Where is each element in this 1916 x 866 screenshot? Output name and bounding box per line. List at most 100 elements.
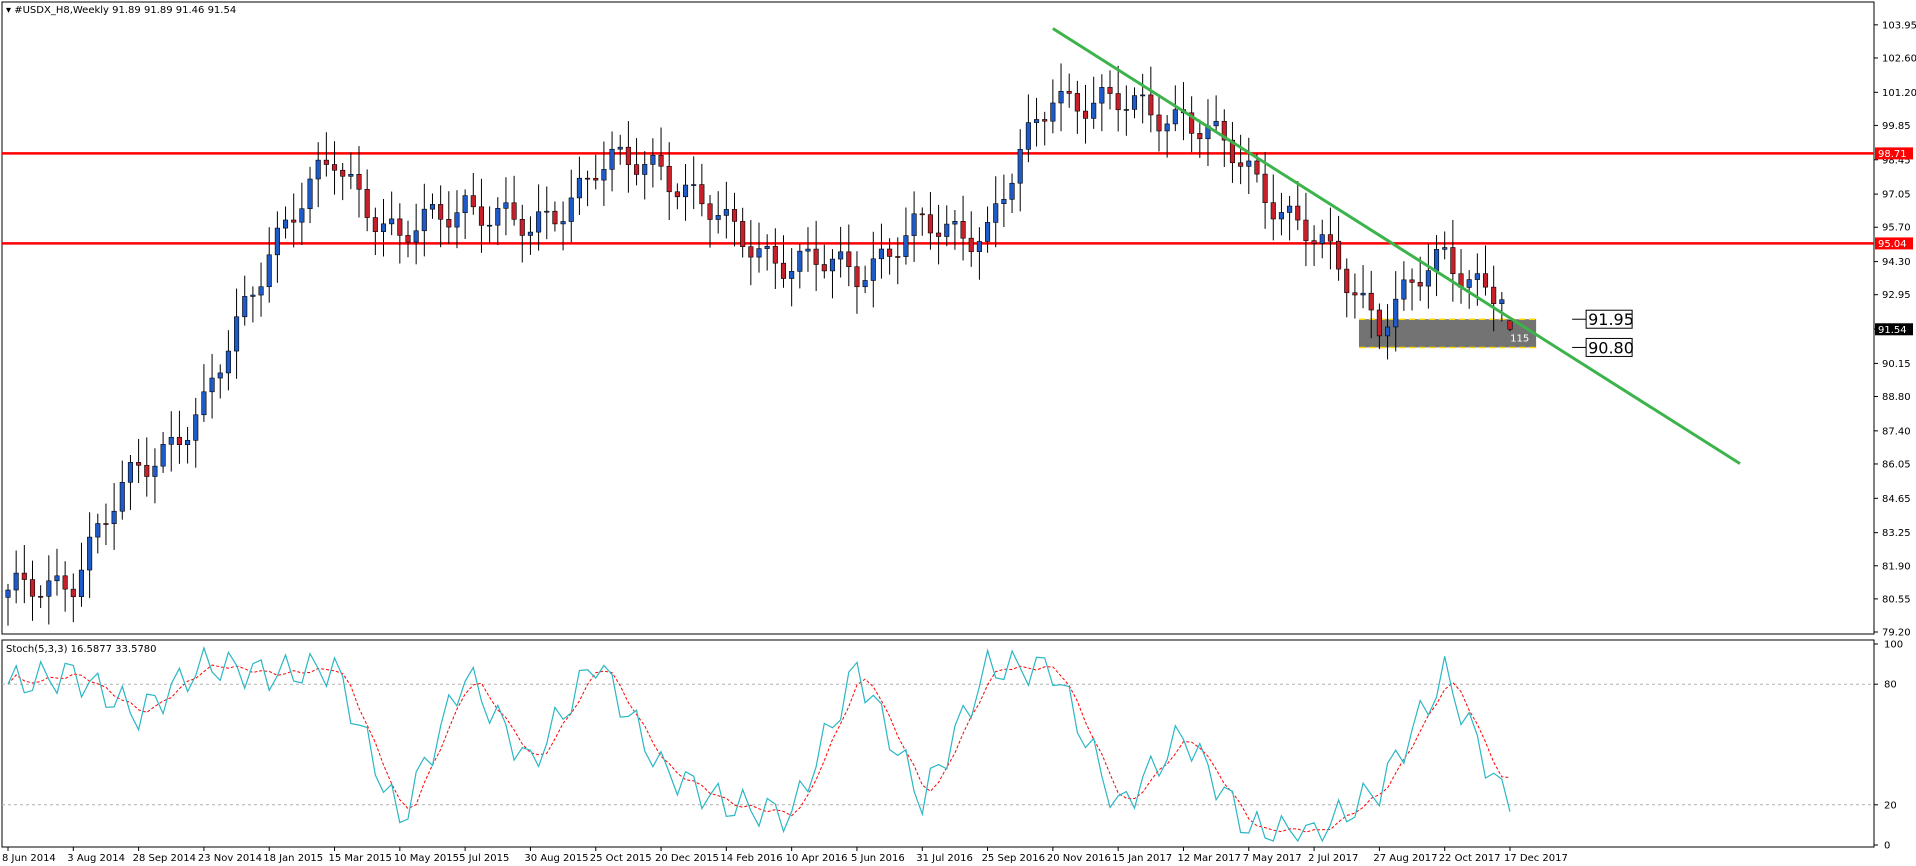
candle <box>1156 94 1162 152</box>
candle-body <box>666 165 672 193</box>
candle <box>168 411 174 472</box>
stoch-tick-label: 0 <box>1884 841 1890 852</box>
last-price-tag <box>1875 323 1913 336</box>
candle-body <box>78 569 85 598</box>
candle <box>813 220 819 292</box>
candle-body <box>217 372 223 379</box>
candle-body <box>1491 286 1497 304</box>
time-x-axis: 8 Jun 2014 3 Aug 2014 28 Sep 2014 23 Nov 20… <box>2 847 1568 864</box>
candle <box>625 121 631 193</box>
candle-body <box>740 221 746 247</box>
candle <box>1352 273 1358 319</box>
candle-body <box>1123 109 1129 111</box>
stoch-tick-label: 100 <box>1884 640 1903 651</box>
candle <box>503 177 509 236</box>
candle-body <box>682 184 689 198</box>
downtrend-line[interactable] <box>1052 27 1741 465</box>
candle-body <box>1131 95 1138 110</box>
candle <box>225 330 231 391</box>
level-callout-box[interactable] <box>1585 309 1633 329</box>
candle <box>266 227 272 303</box>
candle <box>1213 95 1219 133</box>
candle <box>29 560 36 621</box>
candle <box>789 248 795 307</box>
x-tick-label: 7 May 2017 <box>1243 853 1302 864</box>
candle-body <box>38 595 44 598</box>
candle <box>487 206 493 244</box>
candle <box>340 162 346 201</box>
candle-body <box>715 215 721 220</box>
candle-body <box>1262 173 1268 203</box>
candle-body <box>405 235 411 243</box>
candle <box>1172 85 1178 132</box>
x-tick-label: 3 Aug 2014 <box>67 853 125 864</box>
candle-body <box>1156 114 1162 132</box>
level-callout-box[interactable] <box>1585 337 1633 357</box>
candle <box>5 583 11 626</box>
candle-body <box>95 523 101 538</box>
candle <box>960 195 966 261</box>
candle-body <box>846 251 852 268</box>
candle <box>895 237 901 285</box>
candle <box>1303 192 1309 267</box>
y-tick-label: 80.55 <box>1882 594 1911 605</box>
y-tick-label: 84.65 <box>1882 494 1911 505</box>
y-tick-label: 88.80 <box>1882 392 1911 403</box>
candle-body <box>429 204 436 210</box>
candle-body <box>136 462 142 466</box>
candle <box>462 189 468 240</box>
candle-body <box>160 444 166 467</box>
candle-body <box>936 232 942 237</box>
candle <box>136 438 142 484</box>
candle <box>674 183 680 210</box>
candle <box>405 220 411 258</box>
candle-body <box>364 188 370 218</box>
candle-body <box>585 177 591 180</box>
candle-body <box>225 350 231 374</box>
candle-body <box>250 294 256 297</box>
candle-body <box>985 222 991 242</box>
candle-body <box>748 246 754 258</box>
candle <box>715 191 721 234</box>
candle <box>952 210 958 250</box>
resistance-price-label: 98.71 <box>1878 149 1907 160</box>
y-tick-label: 97.05 <box>1882 190 1911 201</box>
candle <box>176 410 182 464</box>
candle-body <box>780 262 787 279</box>
candle-body <box>152 465 158 477</box>
candle <box>127 454 133 510</box>
candle <box>1066 73 1072 108</box>
candle-body <box>1466 279 1472 288</box>
y-tick-label: 90.15 <box>1882 359 1911 370</box>
x-tick-label: 15 Mar 2015 <box>329 853 392 864</box>
candle <box>291 193 297 248</box>
candle-body <box>1417 282 1423 287</box>
candle-body <box>1254 160 1260 175</box>
candle-body <box>5 589 11 598</box>
candle <box>103 503 109 546</box>
candle <box>658 127 664 181</box>
candle-body <box>389 218 395 225</box>
candle-body <box>927 214 933 234</box>
candle <box>576 156 582 215</box>
candle <box>756 222 762 273</box>
candle-body <box>1229 139 1236 164</box>
candle <box>144 437 150 497</box>
candle <box>1115 65 1121 132</box>
resistance-price-tag <box>1875 237 1913 250</box>
candle-body <box>1082 110 1089 119</box>
candle <box>797 243 803 289</box>
candle-body <box>829 258 836 272</box>
x-tick-label: 20 Dec 2015 <box>655 853 719 864</box>
level-callout-label: 90.80 <box>1588 338 1634 357</box>
candle <box>380 198 387 257</box>
candle-body <box>1270 202 1276 220</box>
candle <box>1336 215 1342 281</box>
candle <box>1270 174 1276 241</box>
candle <box>478 178 485 253</box>
x-tick-label: 12 Mar 2017 <box>1177 853 1240 864</box>
candle <box>78 542 85 607</box>
candle-body <box>315 159 321 180</box>
candle-body <box>789 271 795 279</box>
candle <box>438 185 444 248</box>
